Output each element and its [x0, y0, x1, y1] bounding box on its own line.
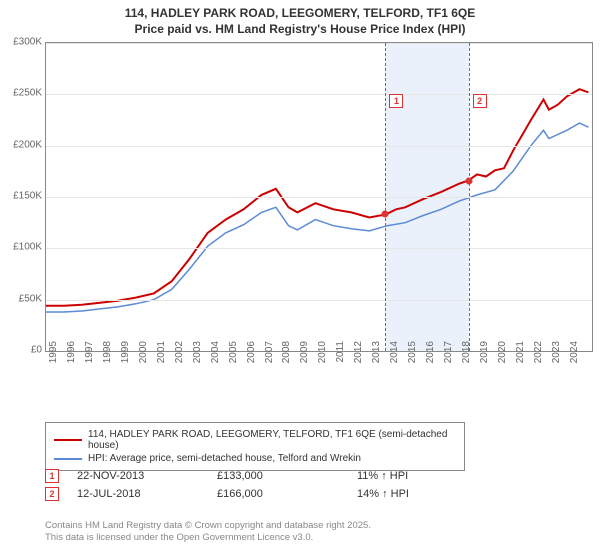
x-axis-label: 2006: [246, 341, 257, 371]
y-axis-label: £250K: [0, 88, 42, 99]
footer-line2: This data is licensed under the Open Gov…: [45, 532, 371, 544]
gridline: [46, 197, 592, 198]
gridline: [46, 300, 592, 301]
x-axis-label: 2024: [569, 341, 580, 371]
series-hpi: [46, 123, 588, 312]
sale-marker-2: 2: [45, 487, 59, 501]
x-axis-label: 2023: [551, 341, 562, 371]
footer-line1: Contains HM Land Registry data © Crown c…: [45, 520, 371, 532]
sale-delta-2: 14% ↑ HPI: [357, 488, 497, 500]
y-axis-label: £150K: [0, 191, 42, 202]
gridline: [46, 146, 592, 147]
x-axis-label: 1999: [120, 341, 131, 371]
marker-label-1: 1: [389, 94, 403, 108]
legend-swatch-hpi: [54, 458, 82, 460]
x-axis-label: 2009: [299, 341, 310, 371]
y-axis-label: £200K: [0, 139, 42, 150]
x-axis-label: 2008: [281, 341, 292, 371]
gridline: [46, 94, 592, 95]
x-axis-label: 1998: [102, 341, 113, 371]
x-axis-label: 2010: [317, 341, 328, 371]
y-axis-label: £50K: [0, 293, 42, 304]
sale-price-2: £166,000: [217, 488, 357, 500]
y-axis-label: £300K: [0, 37, 42, 48]
plot-area: 12: [45, 42, 593, 352]
x-axis-label: 1997: [84, 341, 95, 371]
sale-marker-1: 1: [45, 469, 59, 483]
sale-row-1: 1 22-NOV-2013 £133,000 11% ↑ HPI: [45, 469, 497, 483]
x-axis-label: 2017: [443, 341, 454, 371]
sale-price-1: £133,000: [217, 470, 357, 482]
sale-row-2: 2 12-JUL-2018 £166,000 14% ↑ HPI: [45, 487, 497, 501]
x-axis-label: 1996: [66, 341, 77, 371]
legend-label-price-paid: 114, HADLEY PARK ROAD, LEEGOMERY, TELFOR…: [88, 429, 456, 451]
x-axis-label: 2019: [479, 341, 490, 371]
legend-swatch-price-paid: [54, 439, 82, 441]
legend-label-hpi: HPI: Average price, semi-detached house,…: [88, 453, 361, 464]
title-line2: Price paid vs. HM Land Registry's House …: [0, 22, 600, 38]
legend-item-price-paid: 114, HADLEY PARK ROAD, LEEGOMERY, TELFOR…: [54, 429, 456, 451]
x-axis-label: 2002: [174, 341, 185, 371]
y-axis-label: £0: [0, 345, 42, 356]
gridline: [46, 43, 592, 44]
x-axis-label: 2003: [192, 341, 203, 371]
x-axis-label: 2018: [461, 341, 472, 371]
x-axis-label: 2020: [497, 341, 508, 371]
marker-label-2: 2: [473, 94, 487, 108]
x-axis-label: 2021: [515, 341, 526, 371]
x-axis-label: 2022: [533, 341, 544, 371]
x-axis-label: 2007: [264, 341, 275, 371]
x-axis-label: 2000: [138, 341, 149, 371]
x-axis-label: 2015: [407, 341, 418, 371]
x-axis-label: 2014: [389, 341, 400, 371]
sale-date-2: 12-JUL-2018: [77, 488, 217, 500]
x-axis-label: 1995: [48, 341, 59, 371]
marker-line-2: [469, 43, 470, 351]
x-axis-label: 2004: [210, 341, 221, 371]
x-axis-label: 2016: [425, 341, 436, 371]
x-axis-label: 2001: [156, 341, 167, 371]
x-axis-label: 2011: [335, 341, 346, 371]
x-axis-label: 2013: [371, 341, 382, 371]
marker-line-1: [385, 43, 386, 351]
sale-date-1: 22-NOV-2013: [77, 470, 217, 482]
footer: Contains HM Land Registry data © Crown c…: [45, 520, 371, 545]
chart-title: 114, HADLEY PARK ROAD, LEEGOMERY, TELFOR…: [0, 0, 600, 37]
chart-area: £0£50K£100K£150K£200K£250K£300K 12 19951…: [0, 42, 600, 382]
x-axis-label: 2005: [228, 341, 239, 371]
gridline: [46, 248, 592, 249]
marker-dot-2: [465, 177, 472, 184]
legend: 114, HADLEY PARK ROAD, LEEGOMERY, TELFOR…: [45, 422, 465, 471]
x-axis-label: 2012: [353, 341, 364, 371]
title-line1: 114, HADLEY PARK ROAD, LEEGOMERY, TELFOR…: [0, 6, 600, 22]
y-axis-label: £100K: [0, 242, 42, 253]
sales-table: 1 22-NOV-2013 £133,000 11% ↑ HPI 2 12-JU…: [45, 465, 497, 505]
legend-item-hpi: HPI: Average price, semi-detached house,…: [54, 453, 456, 464]
sale-delta-1: 11% ↑ HPI: [357, 470, 497, 482]
marker-dot-1: [382, 211, 389, 218]
